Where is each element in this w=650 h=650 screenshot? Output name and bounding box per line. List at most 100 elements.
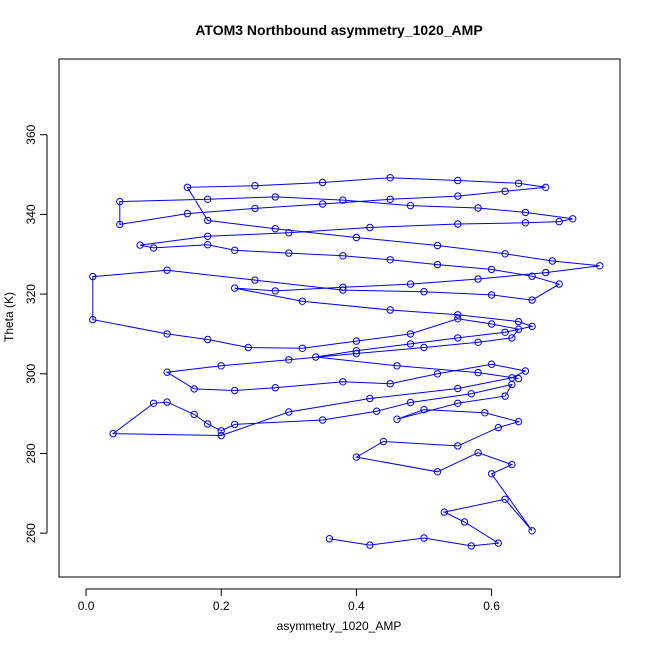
- data-point: [231, 420, 239, 429]
- data-point: [325, 535, 334, 543]
- data-point: [433, 370, 442, 378]
- x-axis-label: asymmetry_1020_AMP: [277, 619, 402, 633]
- data-point: [433, 241, 442, 250]
- data-point: [501, 328, 509, 336]
- data-point: [298, 344, 306, 352]
- data-point: [298, 297, 306, 305]
- data-point: [251, 276, 259, 284]
- data-point: [467, 390, 475, 398]
- data-point: [514, 374, 523, 383]
- data-point: [487, 360, 496, 368]
- data-point: [420, 405, 428, 414]
- data-point: [136, 241, 144, 249]
- data-point: [508, 334, 516, 342]
- data-point: [149, 399, 158, 407]
- data-point: [386, 174, 394, 182]
- data-point: [251, 182, 259, 190]
- data-point: [454, 220, 462, 228]
- data-point: [366, 541, 374, 549]
- y-tick-label: 300: [24, 363, 38, 383]
- data-point: [467, 542, 475, 550]
- data-point: [487, 291, 496, 299]
- data-point: [460, 518, 469, 526]
- data-point: [217, 362, 225, 370]
- data-layer: [89, 174, 604, 550]
- data-point: [528, 527, 536, 535]
- data-point: [204, 335, 212, 344]
- data-point: [285, 249, 293, 257]
- axis-layer: 0.0 0.2 0.4 0.6 260 280 300 320 340 360: [24, 124, 500, 613]
- data-point: [528, 322, 536, 331]
- data-point: [406, 340, 415, 348]
- data-point: [474, 275, 482, 283]
- data-point: [352, 349, 361, 358]
- data-point: [514, 179, 523, 188]
- data-point: [190, 385, 198, 393]
- data-point: [521, 208, 530, 217]
- data-point: [204, 232, 212, 241]
- data-point: [514, 417, 523, 426]
- data-point: [204, 216, 212, 225]
- x-tick-label: 0.6: [483, 599, 500, 613]
- data-point: [116, 197, 124, 206]
- data-point: [285, 408, 293, 416]
- data-point: [116, 220, 124, 229]
- data-point: [352, 453, 361, 461]
- data-point: [352, 347, 361, 355]
- data-point: [163, 398, 171, 406]
- data-point: [521, 367, 530, 375]
- data-point: [454, 176, 462, 185]
- data-point: [318, 416, 327, 424]
- data-point: [474, 338, 482, 346]
- data-point: [231, 386, 239, 395]
- data-point: [548, 257, 557, 265]
- data-point: [217, 427, 225, 435]
- chart-title: ATOM3 Northbound asymmetry_1020_AMP: [195, 22, 482, 38]
- data-point: [433, 468, 442, 476]
- data-point: [89, 272, 97, 281]
- data-point: [454, 311, 462, 319]
- data-point: [163, 368, 171, 376]
- data-point: [271, 193, 279, 201]
- data-point: [339, 196, 347, 204]
- data-point: [528, 272, 536, 280]
- data-point: [163, 266, 171, 274]
- y-tick-label: 280: [24, 443, 38, 463]
- data-point: [474, 204, 482, 212]
- data-point: [420, 343, 428, 352]
- data-point: [183, 209, 192, 218]
- x-tick-label: 0.2: [213, 599, 230, 613]
- data-point: [454, 399, 462, 407]
- data-point: [366, 394, 374, 403]
- data-point: [89, 315, 97, 324]
- data-point: [481, 409, 489, 417]
- data-point: [542, 268, 550, 277]
- plot-frame: [58, 58, 621, 578]
- data-point: [454, 384, 462, 393]
- data-point: [318, 200, 327, 208]
- data-point: [386, 256, 394, 264]
- data-point: [204, 241, 212, 249]
- data-point: [204, 420, 212, 428]
- y-tick-label: 320: [24, 284, 38, 304]
- data-point: [339, 378, 347, 386]
- data-point: [149, 244, 158, 252]
- data-point: [501, 392, 509, 400]
- y-tick-label: 360: [24, 124, 38, 144]
- data-point: [454, 192, 462, 200]
- data-point: [406, 280, 415, 288]
- data-point: [393, 362, 401, 370]
- data-point: [454, 442, 462, 450]
- data-point: [352, 337, 361, 345]
- data-point: [204, 195, 212, 204]
- data-point: [406, 330, 415, 338]
- data-point: [494, 423, 502, 432]
- data-point: [433, 260, 442, 269]
- data-point: [386, 306, 394, 314]
- data-point: [454, 334, 462, 342]
- data-point: [528, 296, 536, 304]
- data-point: [373, 407, 381, 415]
- data-point: [183, 183, 192, 192]
- data-point: [474, 368, 482, 377]
